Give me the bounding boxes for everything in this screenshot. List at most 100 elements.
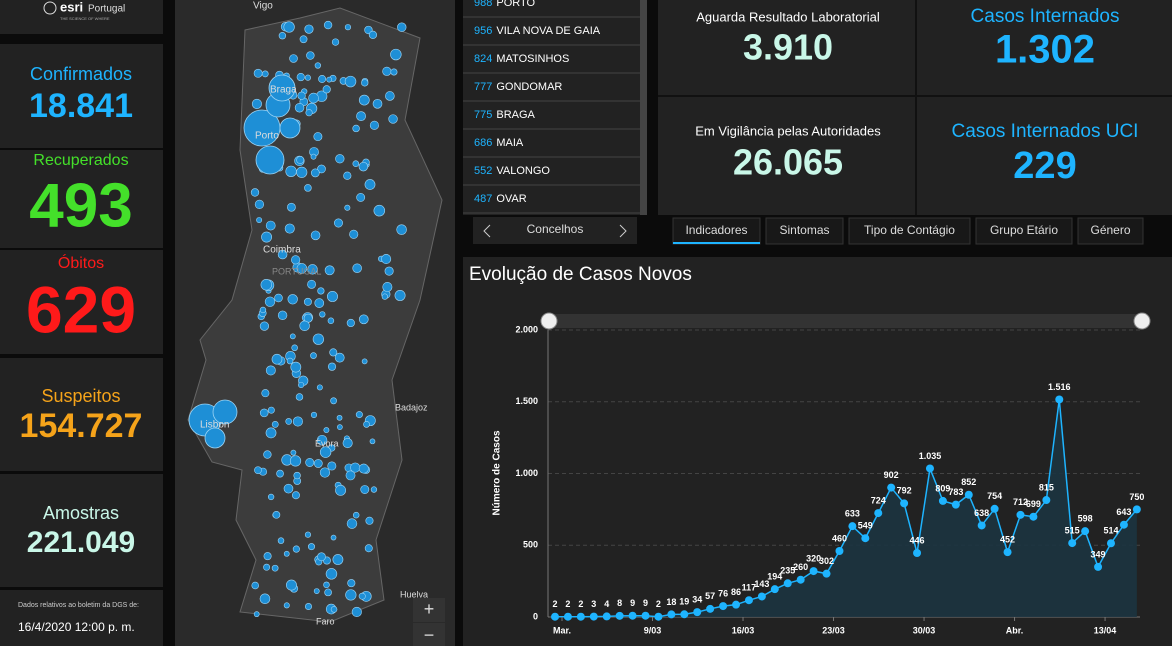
nav-next[interactable]	[619, 224, 627, 238]
map-marker[interactable]	[334, 352, 345, 363]
map-marker[interactable]	[259, 321, 270, 331]
map-marker[interactable]	[344, 24, 352, 31]
data-point[interactable]	[822, 569, 831, 578]
map-marker[interactable]	[283, 483, 294, 494]
map-cluster[interactable]	[204, 427, 226, 449]
map-marker[interactable]	[397, 22, 407, 32]
map-marker[interactable]	[294, 102, 305, 113]
map-marker[interactable]	[329, 348, 338, 357]
map-marker[interactable]	[322, 85, 331, 94]
map-marker[interactable]	[310, 168, 320, 178]
map-marker[interactable]	[317, 287, 325, 295]
map-marker[interactable]	[263, 450, 272, 459]
map-marker[interactable]	[307, 543, 315, 551]
concelho-row[interactable]: 824 MATOSINHOS	[474, 53, 569, 65]
map-marker[interactable]	[373, 204, 386, 217]
map-marker[interactable]	[263, 552, 272, 561]
data-point[interactable]	[783, 579, 792, 588]
map-marker[interactable]	[296, 263, 308, 274]
map-marker[interactable]	[364, 544, 373, 553]
map-marker[interactable]	[307, 279, 316, 289]
data-point[interactable]	[757, 592, 766, 601]
map-marker[interactable]	[287, 202, 296, 212]
data-point[interactable]	[1132, 505, 1141, 514]
map-marker[interactable]	[299, 35, 308, 44]
map-marker[interactable]	[327, 362, 337, 371]
data-point[interactable]	[770, 585, 779, 594]
data-point[interactable]	[615, 611, 624, 620]
data-point[interactable]	[706, 604, 715, 613]
data-point[interactable]	[628, 611, 637, 620]
map-marker[interactable]	[332, 554, 344, 565]
map-marker[interactable]	[372, 99, 383, 109]
map-marker[interactable]	[308, 92, 319, 104]
tab-label[interactable]: Tipo de Contágio	[864, 223, 955, 237]
map-marker[interactable]	[343, 171, 352, 180]
map-marker[interactable]	[317, 552, 326, 562]
data-point[interactable]	[796, 575, 805, 584]
map-marker[interactable]	[336, 414, 343, 421]
map-marker[interactable]	[333, 218, 343, 228]
map-marker[interactable]	[261, 389, 270, 398]
map-marker[interactable]	[330, 534, 337, 541]
map-marker[interactable]	[253, 611, 260, 618]
data-point[interactable]	[563, 612, 572, 621]
tab-label[interactable]: Género	[1090, 223, 1130, 237]
map-marker[interactable]	[256, 217, 263, 224]
map-marker[interactable]	[283, 21, 295, 33]
map-marker[interactable]	[267, 493, 275, 501]
map-marker[interactable]	[331, 38, 340, 46]
map-marker[interactable]	[261, 231, 273, 243]
map-marker[interactable]	[271, 353, 283, 365]
map-marker[interactable]	[313, 588, 320, 595]
map-marker[interactable]	[394, 290, 406, 301]
concelho-row[interactable]: 552 VALONGO	[474, 165, 550, 177]
map-marker[interactable]	[296, 166, 308, 178]
map-marker[interactable]	[299, 320, 310, 332]
slider-handle[interactable]	[1133, 312, 1151, 330]
map-marker[interactable]	[319, 467, 331, 478]
map-marker[interactable]	[295, 393, 304, 401]
map-marker[interactable]	[327, 461, 337, 471]
map-marker[interactable]	[284, 223, 295, 234]
map-marker[interactable]	[317, 164, 326, 174]
map-marker[interactable]	[384, 266, 394, 276]
map-marker[interactable]	[304, 184, 312, 192]
data-point[interactable]	[667, 610, 676, 619]
map-marker[interactable]	[286, 357, 294, 365]
tab-label[interactable]: Grupo Etário	[990, 223, 1058, 237]
map-marker[interactable]	[296, 72, 305, 82]
map-marker[interactable]	[289, 54, 298, 63]
data-point[interactable]	[964, 490, 973, 499]
map-marker[interactable]	[325, 568, 338, 580]
data-point[interactable]	[680, 610, 689, 619]
map-marker[interactable]	[330, 606, 338, 613]
data-point[interactable]	[990, 504, 999, 513]
map-marker[interactable]	[291, 491, 300, 500]
map-marker[interactable]	[304, 24, 314, 34]
zoom-in-button[interactable]	[413, 598, 445, 622]
map-marker[interactable]	[352, 160, 360, 167]
map-marker[interactable]	[297, 91, 306, 100]
map-marker[interactable]	[298, 381, 305, 389]
map-marker[interactable]	[352, 263, 362, 273]
map-marker[interactable]	[271, 564, 279, 572]
map-marker[interactable]	[259, 408, 269, 418]
data-point[interactable]	[925, 464, 934, 473]
map-marker[interactable]	[327, 290, 338, 302]
map-marker[interactable]	[369, 120, 379, 130]
map-marker[interactable]	[358, 94, 370, 106]
map-marker[interactable]	[254, 199, 265, 209]
map-marker[interactable]	[358, 592, 366, 600]
map-marker[interactable]	[358, 314, 369, 325]
map-marker[interactable]	[364, 179, 376, 190]
map-marker[interactable]	[305, 109, 313, 117]
map-marker[interactable]	[382, 66, 392, 76]
map-marker[interactable]	[310, 411, 318, 419]
map-marker[interactable]	[352, 124, 360, 133]
map-cluster[interactable]	[212, 399, 238, 425]
data-point[interactable]	[887, 483, 896, 492]
map-marker[interactable]	[289, 455, 302, 467]
map-marker[interactable]	[316, 434, 328, 446]
map-marker[interactable]	[304, 531, 312, 538]
